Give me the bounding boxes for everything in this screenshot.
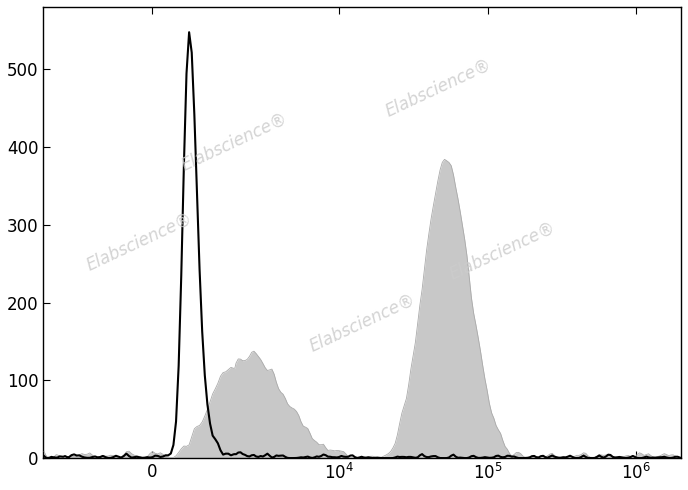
Text: Elabscience®: Elabscience® [179,110,290,175]
Text: Elabscience®: Elabscience® [447,218,559,283]
Text: Elabscience®: Elabscience® [383,56,495,121]
Text: Elabscience®: Elabscience® [83,209,195,274]
Text: Elabscience®: Elabscience® [306,290,418,355]
